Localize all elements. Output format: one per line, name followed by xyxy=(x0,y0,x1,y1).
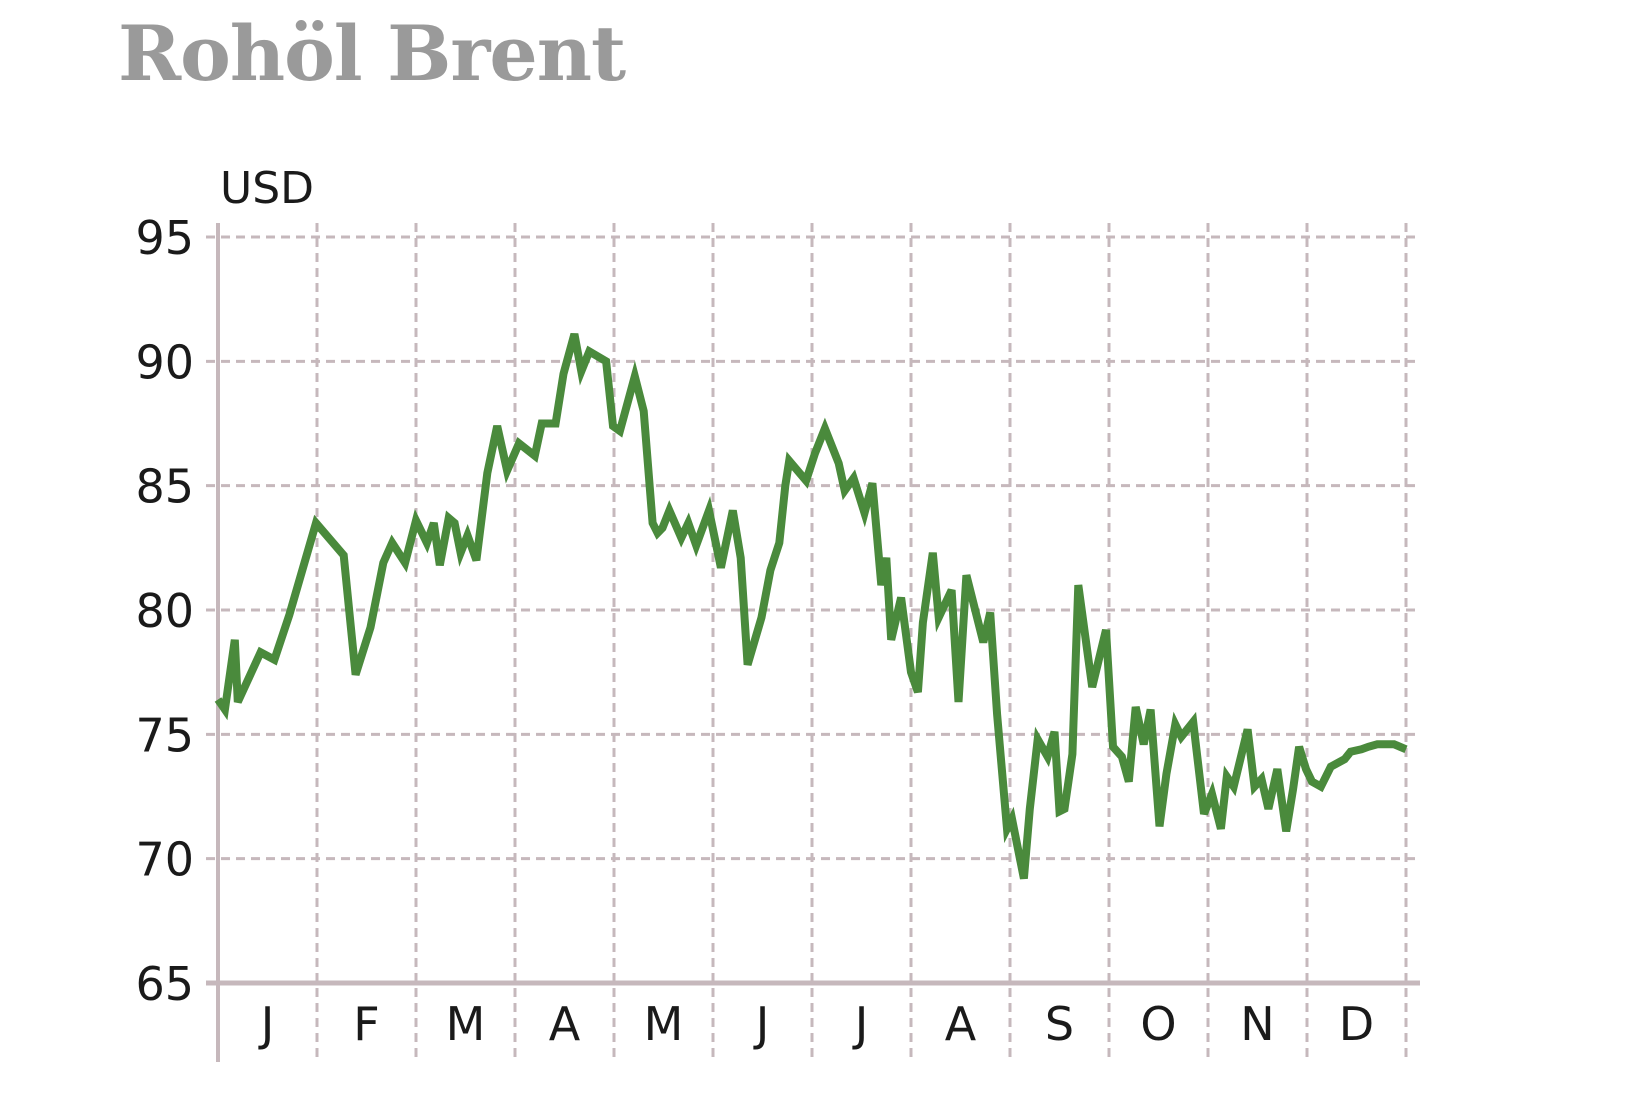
y-tick-label: 90 xyxy=(135,335,194,389)
y-tick-label: 70 xyxy=(135,833,194,887)
price-line xyxy=(214,332,1408,880)
y-tick-label: 65 xyxy=(135,957,194,1011)
y-axis-unit-label: USD xyxy=(220,163,314,214)
x-tick-label: J xyxy=(852,997,869,1051)
x-tick-label: S xyxy=(1045,997,1074,1051)
tick-labels: 65 70 75 80 85 90 95 J F M A M J J A S O N D xyxy=(135,211,1374,1051)
x-tick-label: A xyxy=(945,997,977,1051)
y-tick-label: 85 xyxy=(135,460,194,514)
x-tick-label: J xyxy=(258,997,275,1051)
x-tick-label: M xyxy=(644,997,684,1051)
x-tick-label: D xyxy=(1339,997,1374,1051)
y-tick-label: 95 xyxy=(135,211,194,265)
x-tick-label: O xyxy=(1140,997,1176,1051)
x-tick-label: F xyxy=(353,997,379,1051)
x-tick-label: A xyxy=(549,997,581,1051)
series-group xyxy=(214,332,1408,880)
axes xyxy=(206,223,1420,1062)
grid xyxy=(206,223,1420,1062)
x-tick-label: J xyxy=(753,997,770,1051)
y-tick-label: 75 xyxy=(135,708,194,762)
x-tick-label: N xyxy=(1240,997,1274,1051)
y-tick-label: 80 xyxy=(135,584,194,638)
x-tick-label: M xyxy=(446,997,486,1051)
chart-title: Rohöl Brent xyxy=(118,9,626,98)
